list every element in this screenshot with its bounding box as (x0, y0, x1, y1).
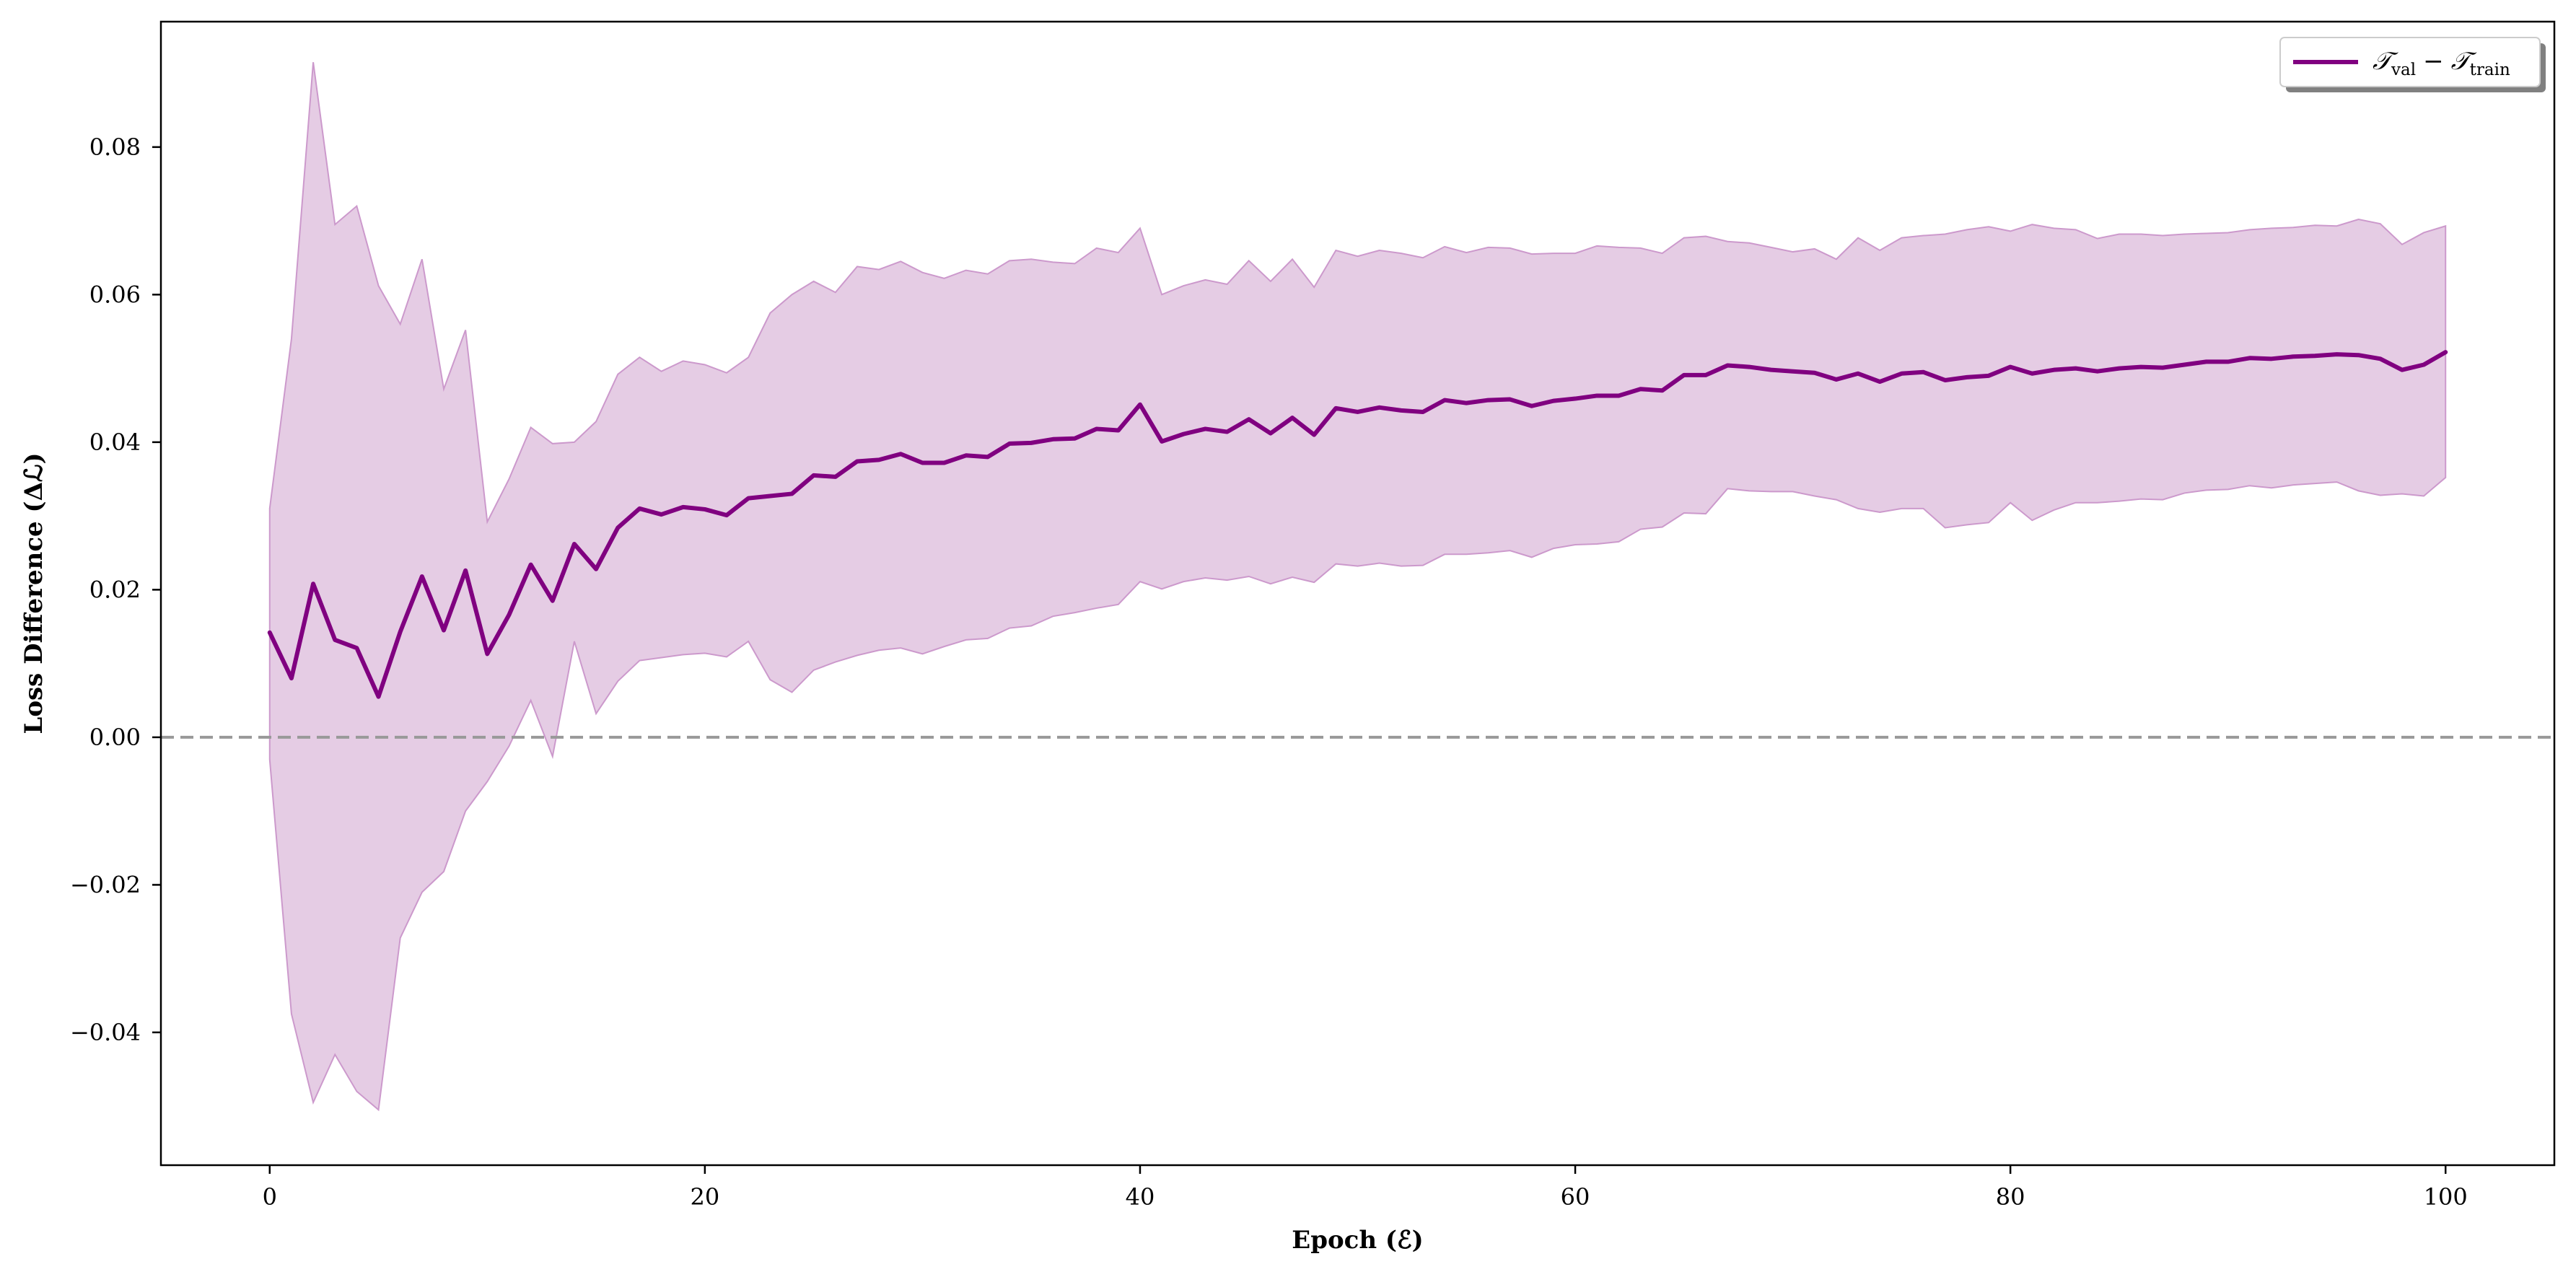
y-tick-label: 0.04 (89, 429, 141, 456)
y-tick-label: −0.02 (70, 871, 141, 898)
legend-operator: − (2423, 47, 2444, 76)
y-tick-label: −0.04 (70, 1019, 141, 1046)
legend: 𝒯val − 𝒯train (2279, 37, 2546, 92)
y-axis-ticks: −0.04 −0.02 0.00 0.02 0.04 0.06 0.08 (70, 133, 161, 1046)
confidence-band-layer (268, 62, 2447, 1112)
x-tick-label: 100 (2424, 1183, 2468, 1211)
series-line-mean (267, 350, 2448, 699)
x-tick-label: 80 (1996, 1183, 2025, 1211)
x-tick-label: 40 (1126, 1183, 1155, 1211)
x-axis-ticks: 0 20 40 60 80 100 (263, 1165, 2468, 1211)
y-tick-label: 0.02 (89, 576, 141, 603)
y-tick-label: 0.00 (89, 724, 141, 751)
x-axis-label: Epoch (ℰ) (1292, 1226, 1423, 1255)
confidence-band (268, 62, 2447, 1112)
y-tick-label: 0.08 (89, 133, 141, 161)
plot-frame (159, 20, 2556, 1167)
series-line-layer (267, 350, 2448, 699)
y-tick-label: 0.06 (89, 281, 141, 308)
legend-subscript-val: val (2391, 61, 2416, 79)
legend-entry-label: 𝒯val − 𝒯train (2373, 47, 2510, 79)
y-axis-label: Loss Difference (Δℒ) (19, 452, 48, 734)
x-tick-label: 0 (263, 1183, 277, 1211)
x-tick-label: 20 (691, 1183, 720, 1211)
x-tick-label: 60 (1561, 1183, 1590, 1211)
legend-subscript-train: train (2470, 61, 2510, 79)
legend-box (2279, 37, 2541, 87)
